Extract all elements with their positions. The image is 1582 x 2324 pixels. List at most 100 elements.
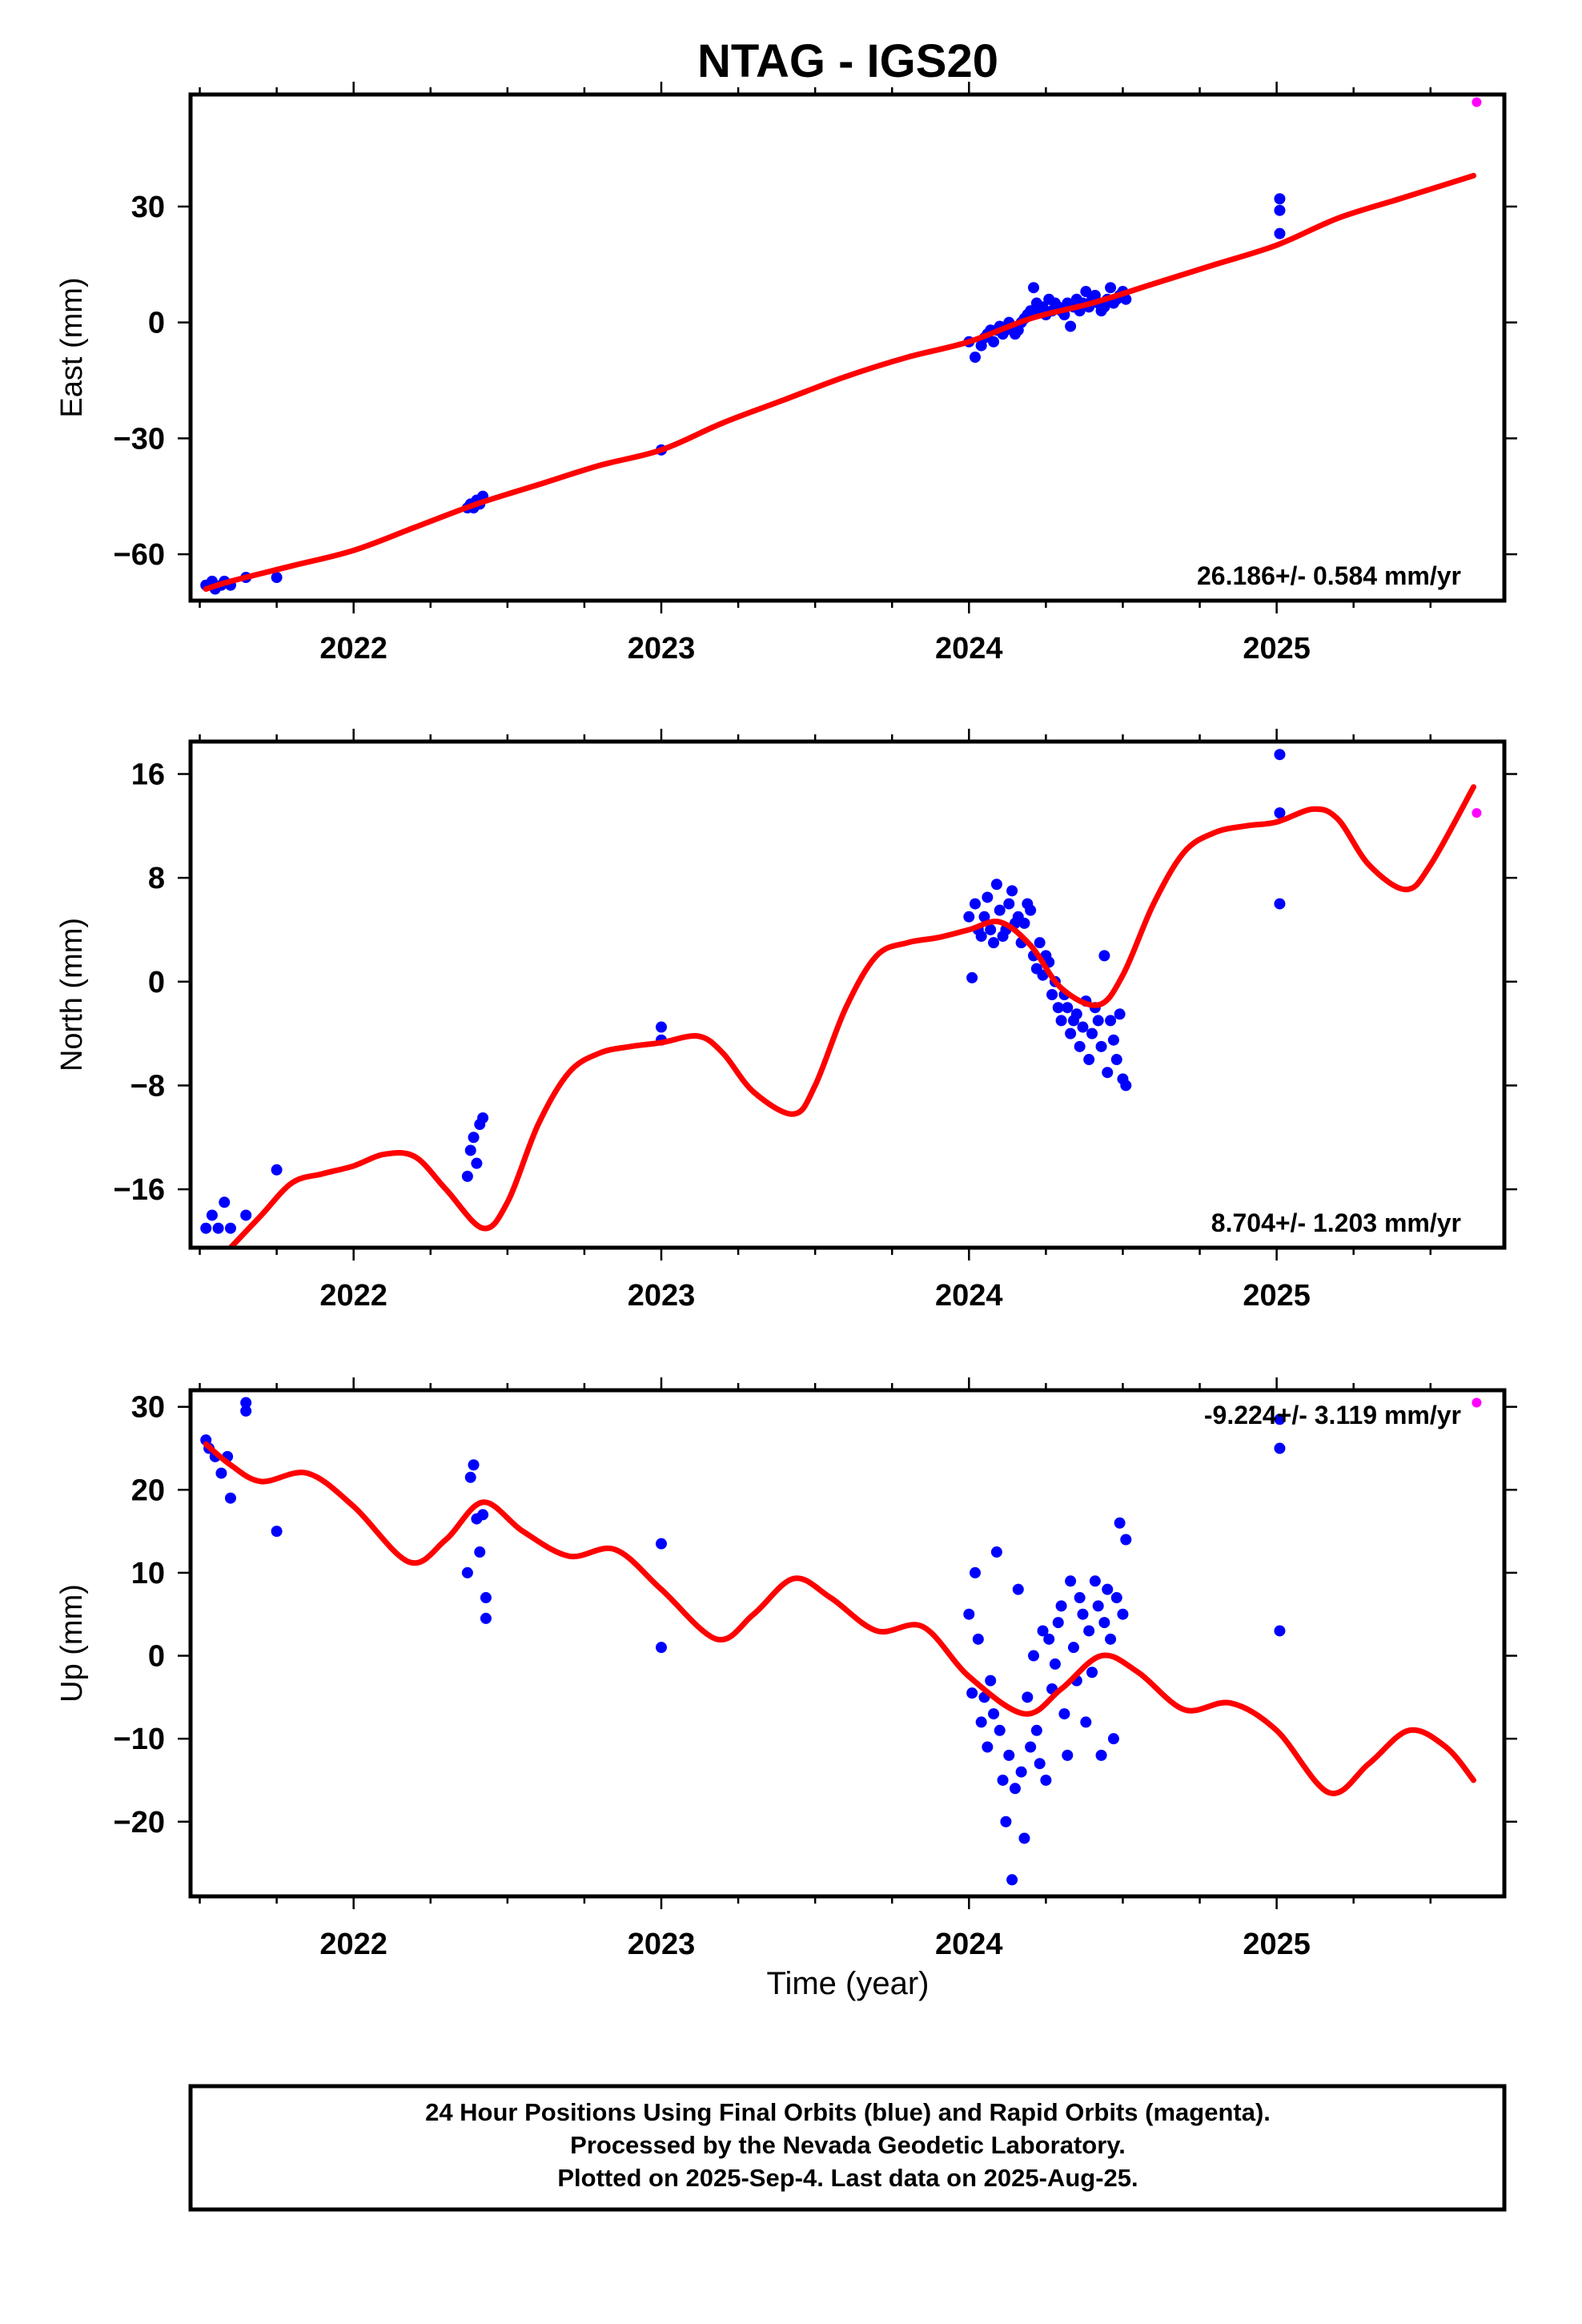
final-orbit-point — [994, 904, 1006, 916]
final-orbit-point — [1274, 749, 1286, 761]
east-frame — [188, 92, 1507, 603]
final-orbit-point — [1114, 1008, 1126, 1020]
final-orbit-point — [1086, 1027, 1098, 1039]
final-orbit-point — [1110, 1054, 1122, 1066]
final-orbit-point — [1080, 1716, 1092, 1728]
final-orbit-point — [982, 891, 994, 903]
x-tick-label: 2022 — [319, 632, 387, 665]
y-tick-label: 30 — [131, 191, 165, 224]
east-y-axis-label: East (mm) — [55, 277, 89, 417]
final-orbit-point — [1018, 917, 1030, 929]
final-orbit-point — [963, 911, 975, 923]
final-orbit-point — [978, 911, 990, 923]
final-orbit-point — [997, 1774, 1009, 1786]
footer-line-2: Processed by the Nevada Geodetic Laborat… — [570, 2131, 1126, 2159]
up-model-line — [203, 1441, 1477, 1796]
final-orbit-point — [1037, 1625, 1049, 1637]
final-orbit-point — [988, 1708, 1000, 1720]
chart-title: NTAG - IGS20 — [697, 35, 998, 87]
y-tick-label: 16 — [131, 758, 165, 792]
final-orbit-point — [655, 1021, 667, 1033]
final-orbit-point — [1120, 1080, 1132, 1092]
final-orbit-point — [1092, 1015, 1104, 1027]
final-orbit-point — [988, 336, 1000, 348]
final-orbit-point — [1077, 1608, 1089, 1620]
final-orbit-point — [474, 1546, 486, 1558]
final-orbit-point — [963, 1608, 975, 1620]
y-tick-label: 0 — [148, 966, 165, 999]
east-plot-area — [200, 97, 1482, 595]
final-orbit-point — [975, 931, 987, 943]
east-model-line — [203, 172, 1477, 593]
final-orbit-point — [969, 1566, 981, 1578]
up-panel: 2022 2023 2024 2025 30 20 10 0 −10 −20 Up (mm) -9.2… — [55, 1377, 1517, 1961]
final-orbit-point — [212, 1222, 224, 1234]
y-tick-label: 8 — [148, 862, 165, 895]
x-tick-label: 2022 — [319, 1279, 387, 1313]
final-orbit-point — [1107, 1733, 1119, 1745]
final-orbit-point — [1055, 1015, 1067, 1027]
final-orbit-point — [1003, 1749, 1015, 1761]
final-orbit-point — [1105, 1015, 1117, 1027]
final-orbit-point — [271, 572, 283, 584]
final-orbit-point — [1006, 1874, 1018, 1886]
final-orbit-point — [1074, 1040, 1086, 1052]
up-plot-area — [200, 1397, 1482, 1886]
final-orbit-point — [1028, 282, 1040, 294]
y-tick-label: 10 — [131, 1557, 165, 1590]
final-orbit-point — [1058, 1708, 1070, 1720]
x-tick-label: 2024 — [935, 632, 1003, 665]
y-tick-label: −30 — [114, 422, 165, 456]
final-orbit-point — [200, 1222, 212, 1234]
final-orbit-point — [240, 1209, 252, 1221]
final-orbit-point — [1040, 1774, 1052, 1786]
final-orbit-point — [985, 1675, 997, 1687]
final-orbit-point — [1043, 1633, 1055, 1645]
rapid-orbit-point — [1472, 97, 1482, 107]
final-orbit-point — [1049, 1658, 1061, 1670]
final-orbit-point — [1018, 1832, 1030, 1844]
final-orbit-point — [224, 1222, 236, 1234]
final-orbit-point — [1065, 1027, 1077, 1039]
final-orbit-point — [1083, 1054, 1095, 1066]
final-orbit-point — [1070, 1008, 1082, 1020]
final-orbit-point — [990, 1546, 1002, 1558]
footer-box — [188, 2084, 1507, 2212]
final-orbit-point — [1077, 1021, 1089, 1033]
final-orbit-point — [1110, 1592, 1122, 1604]
final-orbit-point — [1009, 1783, 1021, 1795]
north-frame — [188, 739, 1507, 1250]
final-orbit-point — [966, 971, 978, 983]
footer-line-1: 24 Hour Positions Using Final Orbits (bl… — [425, 2098, 1271, 2126]
final-orbit-point — [1006, 885, 1018, 897]
final-orbit-point — [1025, 305, 1037, 317]
final-orbit-point — [1025, 1741, 1037, 1753]
final-orbit-point — [464, 1144, 476, 1156]
final-orbit-point — [1052, 1002, 1064, 1014]
final-orbit-point — [1067, 1642, 1079, 1654]
y-tick-label: 0 — [148, 1640, 165, 1674]
final-orbit-point — [480, 1592, 492, 1604]
x-axis-label: Time (year) — [767, 1966, 930, 2001]
final-orbit-point — [1015, 1766, 1027, 1778]
final-orbit-point — [468, 1459, 480, 1471]
x-tick-label: 2023 — [628, 1928, 696, 1961]
final-orbit-point — [982, 1741, 994, 1753]
final-orbit-point — [1102, 1067, 1114, 1079]
final-orbit-point — [1089, 1575, 1101, 1587]
final-orbit-point — [1117, 1608, 1129, 1620]
x-tick-label: 2025 — [1243, 1279, 1311, 1313]
final-orbit-point — [206, 1209, 218, 1221]
final-orbit-point — [1274, 1625, 1286, 1637]
final-orbit-point — [271, 1164, 283, 1176]
final-orbit-point — [461, 1170, 473, 1182]
y-tick-label: 20 — [131, 1474, 165, 1507]
x-tick-label: 2022 — [319, 1928, 387, 1961]
final-orbit-point — [972, 1633, 984, 1645]
final-orbit-point — [655, 1538, 667, 1550]
final-orbit-point — [1092, 1600, 1104, 1612]
y-tick-label: −10 — [114, 1723, 165, 1756]
final-orbit-point — [969, 352, 981, 364]
x-tick-label: 2024 — [935, 1928, 1003, 1961]
